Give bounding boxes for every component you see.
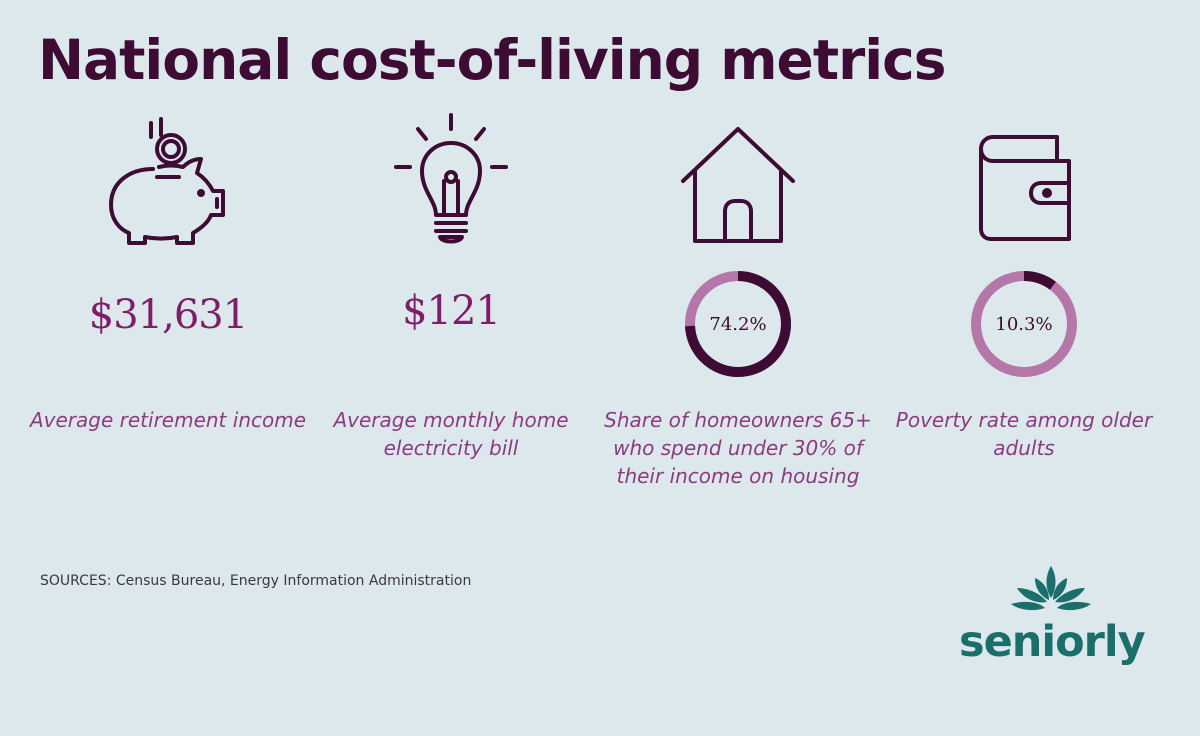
metric-electricity-bill: $121 Average monthly home electricity bi… — [311, 110, 591, 530]
page-title: National cost-of-living metrics — [38, 28, 946, 92]
brand-name: seniorly — [959, 617, 1146, 667]
wallet-icon — [884, 110, 1164, 250]
metric-poverty-rate: 10.3% Poverty rate among older adults — [884, 110, 1164, 530]
metric-value: $121 — [402, 288, 501, 334]
metric-housing-share: 74.2% Share of homeowners 65+ who spend … — [598, 110, 878, 530]
sources-note: SOURCES: Census Bureau, Energy Informati… — [40, 573, 472, 589]
piggy-bank-icon — [28, 110, 308, 250]
metric-label: Poverty rate among older adults — [895, 408, 1153, 460]
donut-chart: 10.3% — [971, 271, 1077, 377]
light-bulb-icon — [311, 110, 591, 250]
donut-value: 74.2% — [709, 314, 766, 335]
metric-label: Share of homeowners 65+ who spend under … — [604, 408, 872, 488]
house-icon — [598, 110, 878, 250]
donut-arc — [685, 271, 791, 377]
donut-arc — [971, 271, 1077, 377]
donut-value: 10.3% — [995, 314, 1052, 335]
lotus-icon — [1011, 566, 1091, 611]
metric-label: Average retirement income — [29, 408, 307, 432]
donut-chart: 74.2% — [685, 271, 791, 377]
metric-value: $31,631 — [88, 292, 248, 338]
seniorly-logo: seniorly — [955, 562, 1155, 672]
metric-retirement-income: $31,631 Average retirement income — [28, 110, 308, 530]
metric-label: Average monthly home electricity bill — [333, 408, 569, 460]
